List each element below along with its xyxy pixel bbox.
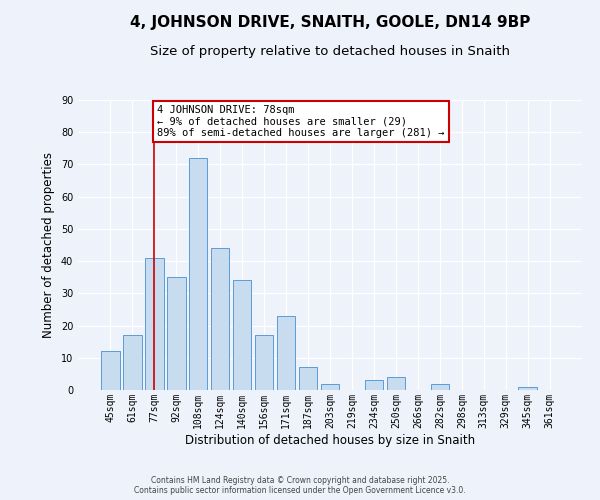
Bar <box>101 352 119 390</box>
Bar <box>320 384 340 390</box>
Bar <box>167 277 185 390</box>
Bar <box>299 368 317 390</box>
Bar <box>431 384 449 390</box>
Y-axis label: Number of detached properties: Number of detached properties <box>42 152 55 338</box>
Bar <box>518 387 537 390</box>
Bar <box>189 158 208 390</box>
Bar <box>233 280 251 390</box>
Bar <box>123 335 142 390</box>
Text: Contains HM Land Registry data © Crown copyright and database right 2025.
Contai: Contains HM Land Registry data © Crown c… <box>134 476 466 495</box>
X-axis label: Distribution of detached houses by size in Snaith: Distribution of detached houses by size … <box>185 434 475 446</box>
Bar <box>211 248 229 390</box>
Bar <box>365 380 383 390</box>
Bar <box>277 316 295 390</box>
Text: 4, JOHNSON DRIVE, SNAITH, GOOLE, DN14 9BP: 4, JOHNSON DRIVE, SNAITH, GOOLE, DN14 9B… <box>130 15 530 30</box>
Bar <box>386 377 405 390</box>
Bar <box>255 335 274 390</box>
Text: 4 JOHNSON DRIVE: 78sqm
← 9% of detached houses are smaller (29)
89% of semi-deta: 4 JOHNSON DRIVE: 78sqm ← 9% of detached … <box>157 105 445 138</box>
Text: Size of property relative to detached houses in Snaith: Size of property relative to detached ho… <box>150 45 510 58</box>
Bar <box>145 258 164 390</box>
